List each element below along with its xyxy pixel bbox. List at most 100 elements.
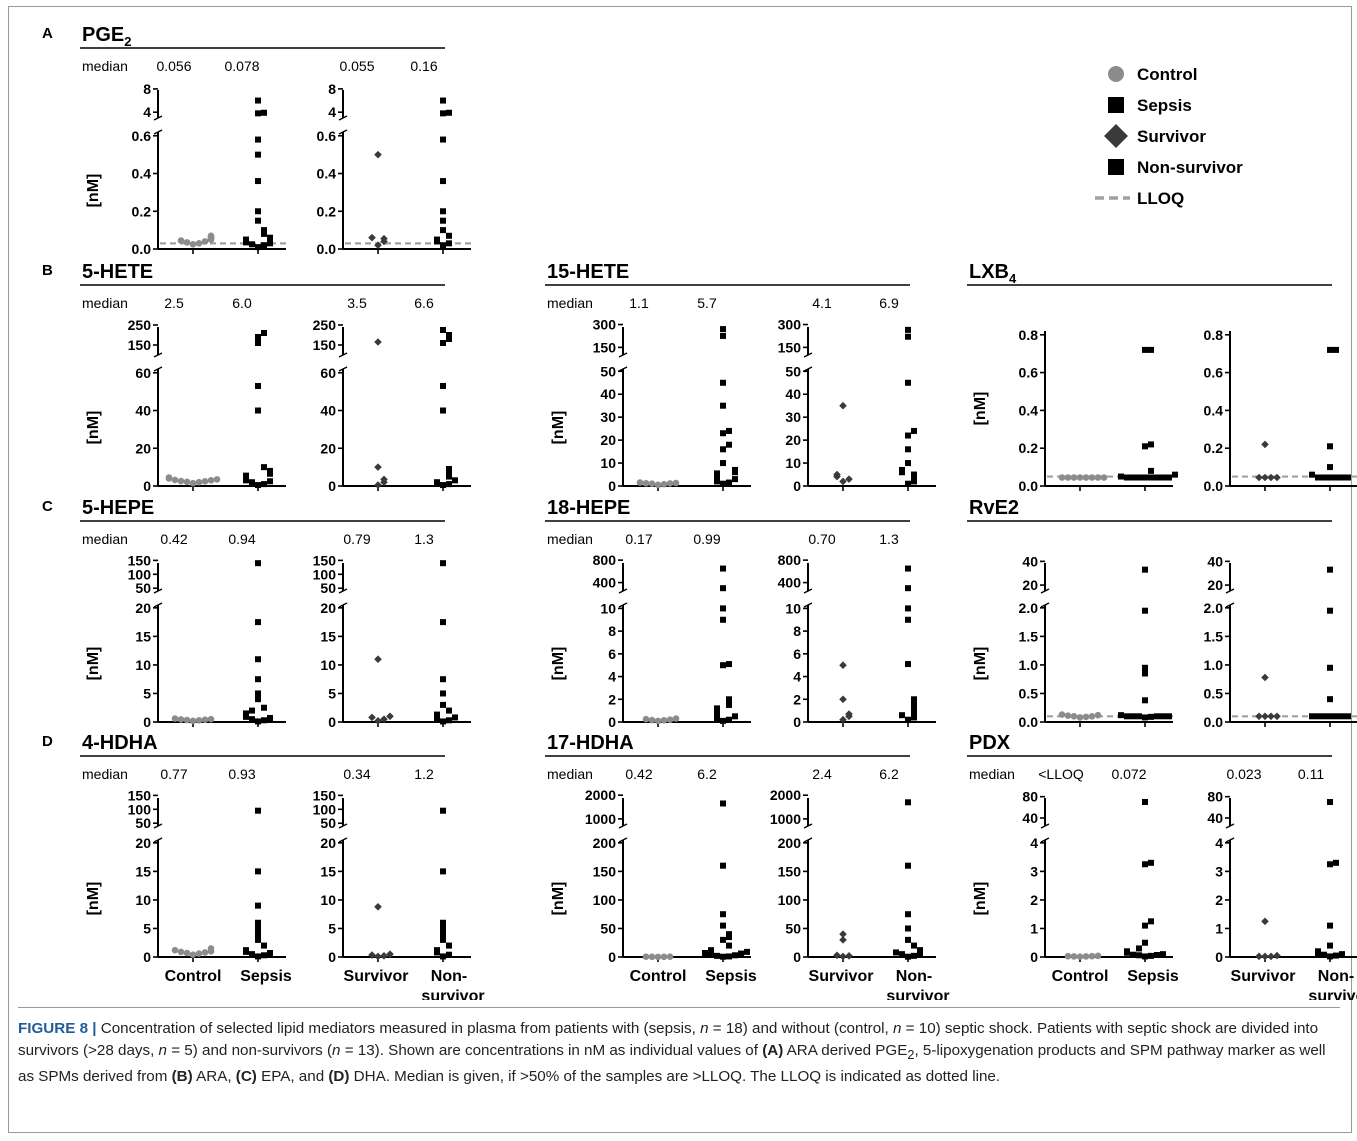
x-label-non-survivor-cont: survivor [421, 988, 484, 1000]
survivor-point [845, 710, 853, 718]
y-tick-label: 300 [593, 317, 617, 333]
control-point [1088, 712, 1096, 720]
control-point [1076, 474, 1084, 481]
sepsis-point [249, 716, 255, 723]
sepsis-point [720, 605, 726, 612]
y-tick-label: 80 [1207, 789, 1223, 805]
non-survivor-point [446, 473, 452, 480]
sepsis-point [738, 950, 744, 957]
survivor-point [839, 477, 847, 486]
survivor-point [380, 952, 388, 960]
non-survivor-point [1339, 474, 1345, 481]
median-value: 4.1 [812, 295, 832, 311]
non-survivor-point [446, 481, 452, 488]
x-label-non-survivor: Non- [896, 968, 932, 985]
y-tick-label: 10 [785, 600, 801, 616]
non-survivor-point [1321, 474, 1327, 481]
axis-break [618, 823, 628, 829]
sepsis-point [714, 715, 720, 722]
median-value: 0.078 [224, 58, 259, 74]
sepsis-point [726, 716, 732, 723]
subplot-survivor-nonsurvivor: 0 50 100 150 200 1000 2000 Survivor Non-survivor [770, 787, 950, 1000]
median-label: median [82, 58, 128, 74]
y-tick-label: 3 [1030, 863, 1038, 879]
subplot-control-sepsis: 0.0 0.2 0.4 0.6 0.8 [1019, 327, 1178, 494]
y-tick-label: 5 [143, 920, 151, 936]
y-tick-label: 200 [593, 835, 617, 851]
sepsis-point [243, 472, 249, 479]
non-survivor-point [905, 333, 911, 340]
sepsis-point [720, 480, 726, 487]
control-point [642, 479, 650, 487]
y-tick-label: 0 [793, 478, 801, 494]
axis-break [153, 366, 163, 372]
control-point [1094, 474, 1102, 481]
sepsis-point [1130, 951, 1136, 958]
control-point [648, 953, 656, 961]
y-tick-label: 40 [1022, 810, 1038, 826]
non-survivor-point [446, 951, 452, 958]
non-survivor-point [452, 714, 458, 721]
sepsis-point [261, 952, 267, 959]
x-label-survivor: Survivor [809, 968, 874, 985]
panel-letter-C: C [42, 498, 53, 515]
non-survivor-point [1309, 471, 1315, 478]
non-survivor-point [911, 942, 917, 949]
control-point [207, 477, 215, 484]
survivor-point [374, 952, 382, 961]
non-survivor-point [440, 227, 446, 234]
panel-4-hdha: 4-HDHA median 0.77 0.93 0.34 1.2 [nM] 0 5 10 15 20 5… [80, 732, 485, 1000]
axis-break [338, 129, 348, 135]
y-tick-label: 20 [320, 600, 336, 616]
control-point [207, 715, 215, 723]
non-survivor-point [905, 379, 911, 386]
y-tick-label: 8 [143, 81, 151, 97]
y-axis-label: [nM] [550, 647, 567, 681]
axis-break [338, 115, 348, 121]
survivor-point [845, 952, 853, 960]
panel-letter-A: A [42, 25, 53, 42]
control-point [654, 717, 662, 725]
non-survivor-point [440, 931, 446, 938]
non-survivor-point [1327, 953, 1333, 960]
survivor-point [839, 695, 847, 704]
median-value: 0.055 [339, 58, 374, 74]
panel-title: 15-HETE [547, 261, 629, 283]
sepsis-point [255, 936, 261, 943]
axis-break [618, 837, 628, 843]
y-tick-label: 0.6 [317, 128, 337, 144]
y-tick-label: 0 [608, 949, 616, 965]
control-point [177, 477, 185, 485]
non-survivor-point [440, 868, 446, 875]
survivor-point [839, 401, 847, 410]
y-tick-label: 10 [135, 892, 151, 908]
control-point [183, 478, 191, 486]
non-survivor-point [905, 585, 911, 592]
y-tick-label: 15 [320, 628, 336, 644]
y-tick-label: 200 [778, 835, 802, 851]
median-value: 0.42 [625, 766, 652, 782]
non-survivor-point [446, 707, 452, 714]
non-survivor-point [434, 947, 440, 954]
median-label: median [82, 531, 128, 547]
y-tick-label: 0.4 [132, 166, 152, 182]
y-tick-label: 30 [600, 409, 616, 425]
non-survivor-point [440, 560, 446, 567]
caption-segment: n [893, 1020, 902, 1037]
non-survivor-point [440, 327, 446, 333]
y-tick-label: 100 [313, 566, 337, 582]
sepsis-point [720, 936, 726, 943]
sepsis-point [1130, 713, 1136, 720]
sepsis-point [720, 430, 726, 437]
axis-break [153, 823, 163, 829]
sepsis-point [720, 402, 726, 409]
sepsis-point [261, 942, 267, 949]
y-tick-label: 0.0 [317, 241, 337, 257]
sepsis-point [255, 925, 261, 932]
sepsis-point [720, 332, 726, 339]
axis-break [1225, 588, 1235, 594]
y-tick-label: 150 [128, 787, 152, 803]
